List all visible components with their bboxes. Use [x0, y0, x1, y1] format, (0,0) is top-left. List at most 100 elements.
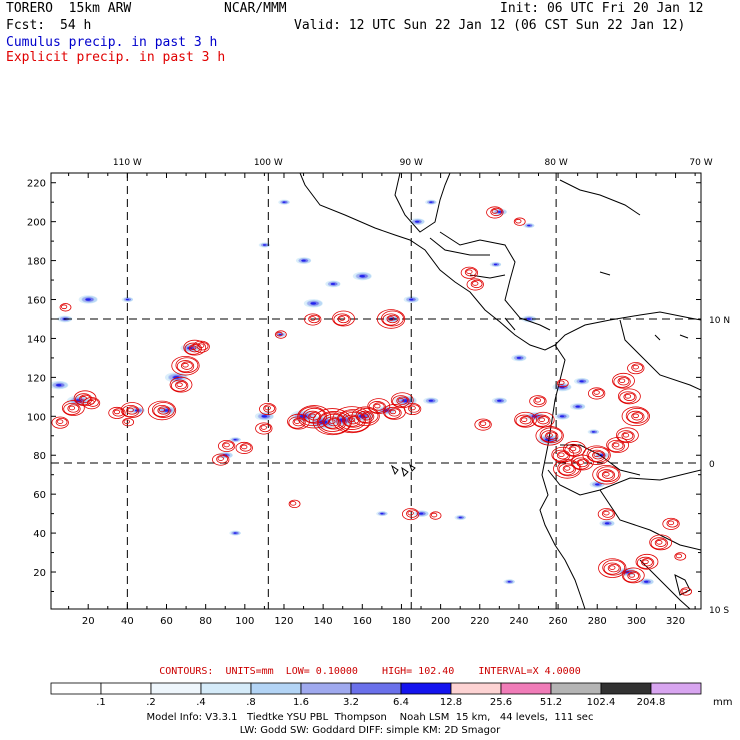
- explicit-contour-36-1: [568, 445, 581, 454]
- cumulus-cell-4-band-4: [135, 409, 140, 412]
- cumulus-cell-26-band-4: [497, 399, 502, 402]
- explicit-contour-1-2: [63, 403, 81, 416]
- explicit-contour-4-1: [126, 406, 138, 415]
- explicit-contour-59-0: [681, 588, 688, 594]
- x-tick-label: 220: [470, 616, 489, 627]
- explicit-contour-56-0: [656, 540, 663, 545]
- explicit-contour-26-2: [333, 313, 351, 326]
- explicit-contour-52-0: [603, 510, 610, 516]
- explicit-contour-20-4: [351, 406, 380, 427]
- explicit-contour-56-1: [654, 538, 667, 547]
- explicit-contour-0-0: [57, 419, 64, 424]
- explicit-contour-51-1: [429, 511, 442, 520]
- explicit-contour-1-1: [67, 404, 80, 413]
- explicit-contour-63-1: [122, 418, 135, 427]
- y-tick-label: 220: [27, 179, 46, 190]
- explicit-contour-37-3: [557, 460, 581, 477]
- explicit-contour-14-0: [264, 405, 271, 411]
- map-frame: [50, 172, 702, 610]
- yucatan-gulf-coast: [394, 173, 451, 233]
- explicit-contour-13-1: [259, 423, 272, 433]
- explicit-contour-42-0: [622, 432, 630, 438]
- cumulus-cell-50-band-4: [125, 298, 129, 301]
- explicit-contour-26-3: [332, 310, 355, 327]
- explicit-contour-34-3: [539, 427, 563, 444]
- central-america-pacific-coast: [299, 173, 556, 351]
- latitude-label: 10 S: [709, 606, 729, 616]
- explicit-contour-23-2: [392, 395, 410, 408]
- cumulus-cell-41-band-4: [418, 512, 424, 515]
- cumulus-cell-52-band-4: [414, 220, 420, 223]
- x-tick-label: 100: [235, 616, 254, 627]
- x-tick-label: 80: [199, 616, 212, 627]
- cumulus-cell-11-band-4: [278, 333, 282, 336]
- explicit-contour-32-1: [519, 416, 532, 425]
- explicit-contour-3-0: [88, 399, 95, 405]
- explicit-contour-20-1: [361, 412, 373, 421]
- explicit-contour-40-3: [596, 466, 620, 483]
- explicit-contour-0-1: [55, 418, 68, 427]
- explicit-contour-38-1: [576, 458, 589, 468]
- cumulus-cell-34-band-4: [526, 318, 531, 320]
- explicit-contour-19-5: [336, 409, 371, 433]
- explicit-contour-18-3: [322, 413, 346, 430]
- explicit-contour-1-0: [68, 405, 76, 411]
- explicit-contour-32-3: [514, 411, 537, 428]
- cumulus-cell-35-band-4: [591, 431, 595, 433]
- explicit-contour-5-3: [151, 402, 175, 418]
- explicit-contour-21-3: [367, 398, 391, 414]
- explicit-contour-36-0: [569, 446, 577, 452]
- explicit-contour-22-0: [389, 409, 397, 415]
- model-info-line2: LW: Godd SW: Goddard DIFF: simple KM: 2D…: [239, 725, 501, 736]
- x-tick-label: 200: [431, 616, 450, 627]
- explicit-contour-7-3: [175, 357, 199, 374]
- x-tick-label: 140: [314, 616, 333, 627]
- explicit-contour-34-2: [540, 430, 559, 443]
- explicit-contour-54-1: [627, 571, 640, 581]
- y-tick-label: 80: [33, 451, 46, 462]
- cumulus-cell-5-band-4: [163, 409, 170, 412]
- caribbean-coast-central-america: [439, 231, 551, 331]
- explicit-contour-23-1: [396, 396, 409, 405]
- explicit-contour-31-2: [466, 278, 484, 291]
- cumulus-cell-3-band-4: [85, 298, 91, 301]
- explicit-contour-53-1: [607, 563, 620, 573]
- explicit-contour-3-1: [87, 398, 99, 407]
- explicit-contour-42-3: [616, 427, 639, 444]
- explicit-contour-6-2: [170, 379, 189, 392]
- y-tick-label: 120: [27, 373, 46, 384]
- explicit-contour-33-1: [537, 416, 550, 425]
- explicit-contour-51-0: [430, 512, 438, 518]
- explicit-contour-4-3: [120, 402, 144, 418]
- explicit-contour-60-2: [529, 395, 547, 408]
- explicit-contour-4-2: [122, 404, 140, 417]
- explicit-contour-55-3: [635, 553, 659, 570]
- explicit-contour-31-1: [470, 279, 483, 289]
- explicit-contour-7-1: [180, 361, 193, 370]
- explicit-contour-25-2: [382, 313, 400, 326]
- explicit-contour-47-0: [593, 390, 600, 395]
- explicit-contour-44-3: [617, 388, 641, 405]
- cumulus-cell-10-band-4: [261, 415, 268, 418]
- cumulus-cell-45-band-4: [527, 224, 531, 227]
- x-tick-label: 160: [353, 616, 372, 627]
- explicit-contour-21-1: [372, 402, 385, 411]
- galapagos-islands: [390, 463, 416, 477]
- explicit-contour-52-2: [597, 508, 616, 521]
- explicit-contour-8-1: [188, 344, 201, 353]
- organization: NCAR/MMM: [224, 1, 287, 16]
- explicit-contour-20-2: [356, 410, 375, 423]
- explicit-contour-8-3: [183, 339, 207, 356]
- explicit-contour-24-0: [409, 405, 416, 411]
- explicit-contour-7-0: [182, 362, 189, 368]
- cumulus-cell-42-band-4: [380, 512, 384, 515]
- explicit-contour-10-2: [212, 453, 230, 466]
- explicit-contour-18-2: [323, 416, 341, 429]
- explicit-contour-25-4: [376, 309, 406, 329]
- explicit-contour-2-1: [79, 394, 91, 403]
- explicit-contour-17-3: [302, 407, 326, 424]
- explicit-contour-14-2: [259, 403, 277, 416]
- explicit-contour-41-2: [607, 439, 625, 453]
- y-tick-label: 180: [27, 257, 46, 268]
- explicit-contour-28-1: [490, 207, 503, 217]
